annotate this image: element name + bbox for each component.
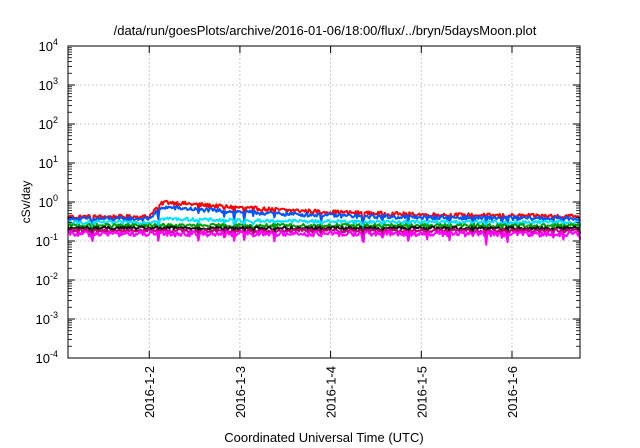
series-line bbox=[67, 222, 581, 238]
series-line bbox=[68, 216, 581, 233]
y-tick-label: 10-3 bbox=[36, 310, 58, 327]
x-tick-label: 2016-1-6 bbox=[505, 366, 520, 418]
x-tick-label: 2016-1-3 bbox=[233, 366, 248, 418]
chart-title: /data/run/goesPlots/archive/2016-01-06/1… bbox=[114, 23, 537, 38]
y-tick-label: 10-2 bbox=[36, 271, 58, 288]
axis-ticks bbox=[68, 45, 580, 359]
x-tick-label: 2016-1-5 bbox=[414, 366, 429, 418]
y-axis-label: cSv/day bbox=[19, 181, 33, 224]
series-line bbox=[67, 199, 581, 227]
x-tick-label: 2016-1-4 bbox=[324, 366, 339, 418]
x-tick-labels: 2016-1-2 2016-1-3 2016-1-4 2016-1-5 2016-1-6 bbox=[142, 366, 520, 418]
series-line bbox=[67, 227, 581, 242]
y-tick-label: 10-1 bbox=[36, 232, 58, 249]
series-line bbox=[67, 230, 581, 246]
y-tick-label: 10-4 bbox=[36, 349, 58, 366]
x-axis-label: Coordinated Universal Time (UTC) bbox=[224, 430, 423, 445]
x-tick-label: 2016-1-2 bbox=[142, 366, 157, 418]
y-tick-label: 103 bbox=[39, 76, 58, 93]
y-tick-label: 100 bbox=[39, 193, 58, 210]
series-line bbox=[67, 205, 581, 229]
y-tick-labels: 10-4 10-3 10-2 10-1 100 101 102 103 104 bbox=[36, 37, 58, 366]
grid-lines bbox=[68, 46, 580, 358]
y-tick-label: 104 bbox=[39, 37, 58, 54]
y-tick-label: 102 bbox=[39, 115, 58, 132]
series-group bbox=[67, 199, 581, 246]
y-tick-label: 101 bbox=[39, 154, 58, 171]
